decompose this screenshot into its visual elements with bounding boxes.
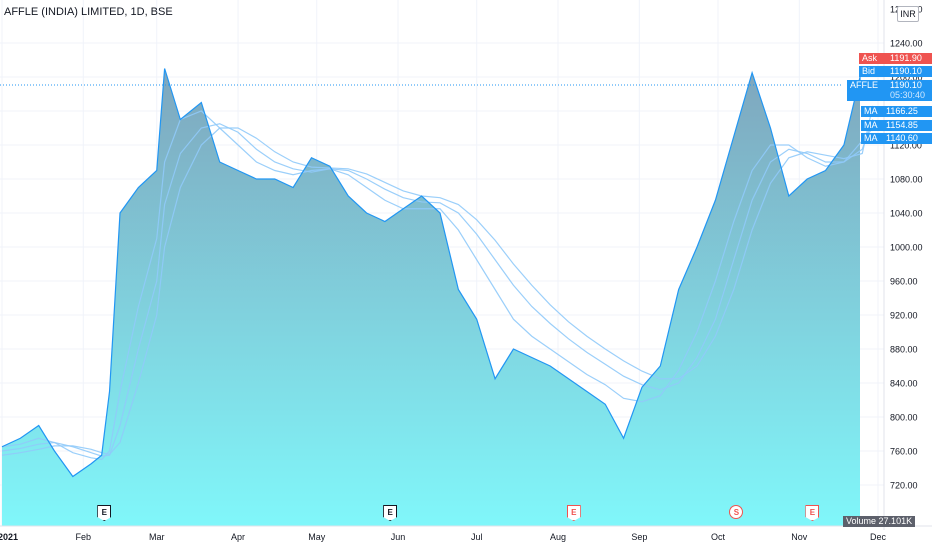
ask-tag: Ask 1191.90 <box>859 53 932 64</box>
moving-average-line-2 <box>1 119 874 457</box>
x-tick-label: Jun <box>391 532 406 542</box>
ma-tag-3: MA 1140.60 <box>861 133 932 144</box>
y-tick-label: 760.00 <box>890 447 918 457</box>
earnings-icon[interactable]: E <box>383 505 398 521</box>
ma-label: MA <box>864 133 878 143</box>
y-tick-label: 960.00 <box>890 277 918 287</box>
earnings-icon[interactable]: E <box>805 505 820 521</box>
price-axis: 720.00 760.00 800.00 840.00 880.00 920.00 960.… <box>890 5 923 491</box>
time-axis: 2021 Feb Mar Apr May Jun Jul Aug Sep Oct Nov Dec <box>0 532 886 542</box>
price-line <box>1 68 861 478</box>
y-tick-label: 1080.00 <box>890 175 923 185</box>
ma-value: 1140.60 <box>886 133 918 143</box>
price-area <box>2 68 860 526</box>
x-tick-label: Mar <box>149 532 165 542</box>
ma-label: MA <box>864 120 878 130</box>
ma-tag-2: MA 1154.85 <box>861 120 932 131</box>
price-area-fill <box>2 68 860 526</box>
y-tick-label: 1120.00 <box>890 141 922 151</box>
x-tick-label: Feb <box>76 532 92 542</box>
last-price-value: 1190.10 <box>890 80 922 90</box>
countdown-value: 05:30:40 <box>890 90 926 100</box>
x-tick-label: Dec <box>870 532 887 542</box>
y-tick-label: 1040.00 <box>890 209 923 219</box>
x-tick-label: Apr <box>231 532 245 542</box>
last-price-tag: AFFLE 1190.10 05:30:40 <box>847 80 932 101</box>
currency-button[interactable]: INR <box>897 6 919 22</box>
x-tick-label: Oct <box>711 532 726 542</box>
x-tick-label: Jul <box>471 532 483 542</box>
y-tick-label: 800.00 <box>890 413 918 423</box>
x-tick-label: Sep <box>631 532 647 542</box>
ma-value: 1166.25 <box>886 106 918 116</box>
y-tick-label: 1240.00 <box>890 39 923 49</box>
volume-label: Volume <box>846 516 877 526</box>
x-tick-label: 2021 <box>0 532 18 542</box>
y-tick-label: 880.00 <box>890 345 918 355</box>
symbol-label: AFFLE <box>850 80 879 90</box>
ask-value: 1191.90 <box>890 53 922 63</box>
y-tick-label: 920.00 <box>890 311 918 321</box>
x-tick-label: May <box>308 532 326 542</box>
y-tick-label: 840.00 <box>890 379 918 389</box>
bid-label: Bid <box>862 66 876 76</box>
earnings-icon[interactable]: E <box>97 505 112 521</box>
x-tick-label: Nov <box>791 532 808 542</box>
split-icon[interactable]: S <box>729 505 744 519</box>
ask-label: Ask <box>862 53 878 63</box>
volume-value: 27.101K <box>878 516 913 526</box>
ma-tag-1: MA 1166.25 <box>861 106 932 117</box>
x-tick-label: Aug <box>550 532 566 542</box>
bid-value: 1190.10 <box>890 66 922 76</box>
volume-tag: Volume 27.101K <box>843 516 916 527</box>
y-tick-label: 1000.00 <box>890 243 923 253</box>
ma-label: MA <box>864 106 878 116</box>
price-series-line <box>1 68 861 478</box>
bid-tag: Bid 1190.10 <box>859 66 932 77</box>
chart-title: AFFLE (INDIA) LIMITED, 1D, BSE <box>4 6 173 18</box>
earnings-icon[interactable]: E <box>566 505 581 521</box>
y-tick-label: 1200.00 <box>890 73 923 83</box>
moving-average-line-1 <box>1 110 874 461</box>
ma-value: 1154.85 <box>886 120 918 130</box>
y-tick-label: 720.00 <box>890 481 918 491</box>
